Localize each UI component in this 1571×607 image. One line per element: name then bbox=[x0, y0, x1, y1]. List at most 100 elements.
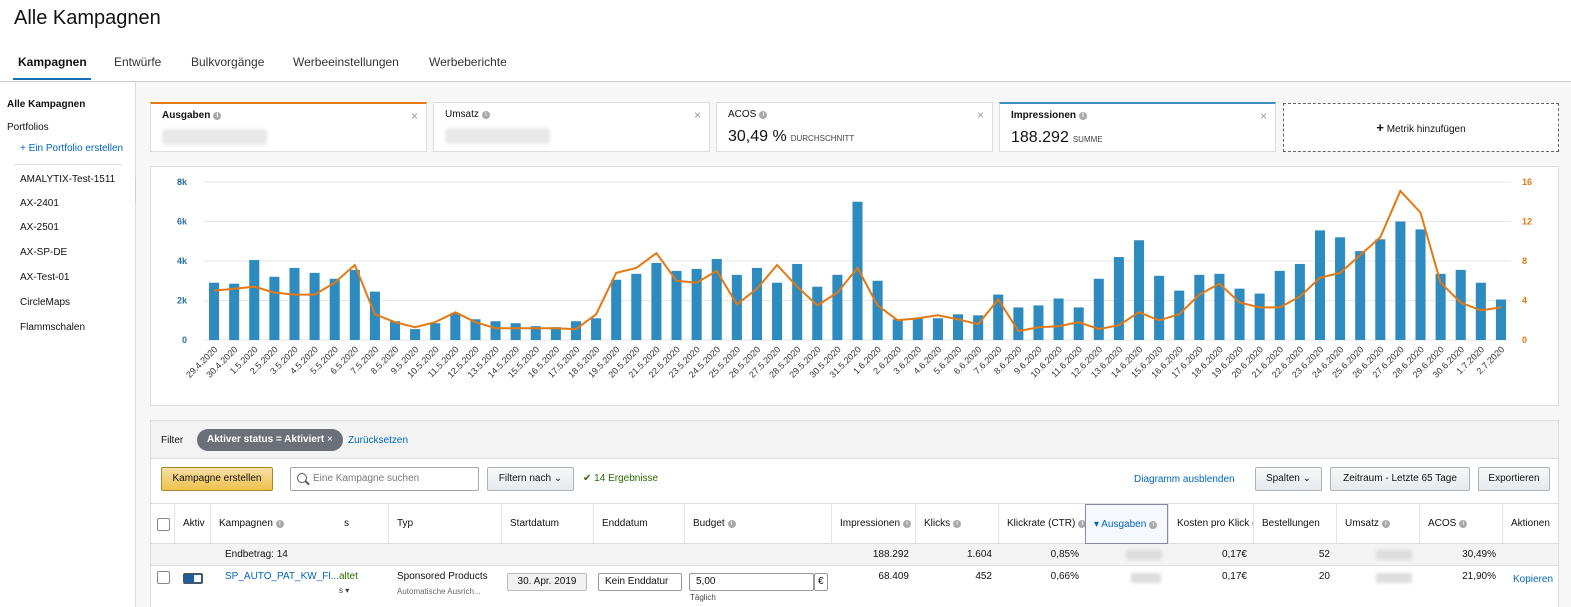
bar bbox=[1053, 298, 1064, 340]
metric-label-text: Impressionen bbox=[1011, 110, 1077, 121]
bar bbox=[1093, 278, 1104, 340]
left-axis-tick: 2k bbox=[177, 296, 188, 306]
sidebar-all-campaigns[interactable]: Alle Kampagnen bbox=[7, 99, 86, 110]
bar bbox=[631, 273, 642, 340]
sidebar-item-portfolio[interactable]: AX-2401 bbox=[20, 198, 59, 209]
row-impressions: 68.409 bbox=[878, 571, 909, 582]
right-axis-tick: 16 bbox=[1522, 177, 1532, 187]
sidebar-item-portfolio[interactable]: CircleMaps bbox=[20, 297, 71, 308]
sort-desc-icon: ▾ bbox=[1094, 519, 1100, 530]
header-klicks[interactable]: Klicks i bbox=[915, 504, 998, 544]
date-range-button[interactable]: Zeitraum - Letzte 65 Tage bbox=[1330, 467, 1470, 491]
close-icon[interactable]: × bbox=[410, 109, 418, 123]
end-date-field[interactable]: Kein Enddatur bbox=[598, 573, 682, 591]
close-icon[interactable]: × bbox=[693, 108, 701, 122]
filter-label: Filter bbox=[161, 435, 184, 446]
hide-chart-link[interactable]: Diagramm ausblenden bbox=[1134, 474, 1235, 485]
select-all-checkbox[interactable] bbox=[157, 518, 170, 531]
metric-value: 188.292 SUMME bbox=[1011, 129, 1103, 147]
active-toggle[interactable] bbox=[183, 573, 203, 584]
left-axis-tick: 8k bbox=[177, 177, 188, 187]
columns-dropdown[interactable]: Spalten ⌄ bbox=[1255, 467, 1322, 491]
tab-werbeberichte[interactable]: Werbeberichte bbox=[429, 55, 507, 69]
export-button[interactable]: Exportieren bbox=[1478, 467, 1550, 491]
metric-label-text: Umsatz bbox=[445, 109, 479, 120]
acos-value: 30,49 % bbox=[728, 128, 787, 145]
sidebar-item-portfolio[interactable]: AX-SP-DE bbox=[20, 247, 68, 258]
filter-bar: Filter Aktiver status = Aktiviert × Zurü… bbox=[151, 421, 1558, 459]
chevron-down-icon: ⌄ bbox=[1302, 473, 1312, 484]
bar bbox=[510, 323, 521, 340]
search-input[interactable]: Eine Kampagne suchen bbox=[290, 467, 479, 491]
redacted-value bbox=[1131, 573, 1161, 583]
add-metric-button[interactable]: + Metrik hinzufügen bbox=[1283, 103, 1559, 152]
total-acos: 30,49% bbox=[1462, 549, 1496, 560]
bar bbox=[912, 318, 923, 340]
redacted-value bbox=[445, 128, 550, 144]
copy-link[interactable]: Kopieren bbox=[1513, 574, 1554, 585]
redacted-value bbox=[1126, 550, 1162, 560]
filter-chip[interactable]: Aktiver status = Aktiviert × bbox=[197, 429, 343, 451]
create-portfolio-link[interactable]: + Ein Portfolio erstellen bbox=[20, 143, 124, 154]
bar bbox=[229, 283, 240, 340]
bar bbox=[1335, 237, 1346, 340]
bar bbox=[892, 319, 903, 340]
tab-werbeeinstellungen[interactable]: Werbeeinstellungen bbox=[293, 55, 399, 69]
bar bbox=[1133, 240, 1145, 340]
metric-tile-umsatz[interactable]: Umsatz i × bbox=[433, 102, 710, 152]
create-campaign-button[interactable]: Kampagne erstellen bbox=[161, 467, 273, 491]
bar bbox=[731, 274, 742, 340]
sidebar-item-portfolio[interactable]: AMALYTIX-Test-1511 bbox=[20, 174, 116, 185]
sidebar-item-portfolio[interactable]: AX-Test-01 bbox=[20, 272, 70, 283]
metric-sub: DURCHSCHNITT bbox=[790, 134, 855, 143]
sidebar-item-portfolio[interactable]: AX-2501 bbox=[20, 222, 59, 233]
header-ausgaben[interactable]: ▾ Ausgaben i bbox=[1085, 504, 1168, 544]
header-klickrate[interactable]: Klickrate (CTR) i bbox=[998, 504, 1085, 544]
row-ctr: 0,66% bbox=[1050, 571, 1079, 582]
header-impressionen[interactable]: Impressionen i bbox=[831, 504, 915, 544]
close-icon[interactable]: × bbox=[326, 434, 333, 445]
results-count: ✔ 14 Ergebnisse bbox=[583, 473, 658, 484]
sidebar-item-portfolio[interactable]: Flammschalen bbox=[20, 322, 86, 333]
total-clicks: 1.604 bbox=[966, 549, 992, 560]
header-aktionen: Aktionen bbox=[1502, 504, 1558, 544]
chevron-down-icon[interactable]: s ▾ bbox=[339, 586, 350, 595]
budget-input[interactable]: 5,00 bbox=[689, 573, 814, 591]
header-budget[interactable]: Budget i bbox=[684, 504, 831, 544]
row-checkbox[interactable] bbox=[157, 571, 170, 584]
bar bbox=[530, 326, 541, 340]
sidebar-portfolios: Portfolios bbox=[7, 122, 49, 133]
total-label: Endbetrag: 14 bbox=[225, 549, 288, 560]
info-icon: i bbox=[1381, 520, 1390, 528]
header-acos[interactable]: ACOS i bbox=[1419, 504, 1502, 544]
metric-tile-impressionen[interactable]: Impressionen i × 188.292 SUMME bbox=[999, 102, 1276, 152]
header-kampagnen[interactable]: Kampagnen i bbox=[210, 504, 336, 544]
metric-tile-acos[interactable]: ACOS i × 30,49 % DURCHSCHNITT bbox=[716, 102, 993, 152]
info-icon: i bbox=[275, 520, 284, 528]
reset-filter-link[interactable]: Zurücksetzen bbox=[348, 435, 409, 446]
campaign-name-link[interactable]: SP_AUTO_PAT_KW_Fl... bbox=[225, 571, 339, 582]
tab-bulkvorgaenge[interactable]: Bulkvorgänge bbox=[191, 55, 265, 69]
header-bestellungen[interactable]: Bestellungen bbox=[1253, 504, 1336, 544]
info-icon: i bbox=[1079, 112, 1088, 120]
header-enddatum[interactable]: Enddatum bbox=[593, 504, 684, 544]
header-startdatum[interactable]: Startdatum bbox=[501, 504, 593, 544]
bar bbox=[973, 315, 984, 340]
redacted-value bbox=[1376, 550, 1412, 560]
right-axis-tick: 8 bbox=[1522, 256, 1527, 266]
tab-entwuerfe[interactable]: Entwürfe bbox=[114, 55, 162, 69]
header-aktiv[interactable]: Aktiv bbox=[174, 504, 210, 544]
close-icon[interactable]: × bbox=[1259, 109, 1267, 123]
header-kosten-pro-klick[interactable]: Kosten pro Klick ( bbox=[1168, 504, 1253, 544]
start-date-field[interactable]: 30. Apr. 2019 bbox=[507, 573, 587, 591]
tab-kampagnen[interactable]: Kampagnen bbox=[18, 55, 87, 69]
header-umsatz[interactable]: Umsatz i bbox=[1336, 504, 1419, 544]
header-label: Klickrate (CTR) bbox=[1007, 518, 1076, 529]
metric-tile-ausgaben[interactable]: Ausgaben i × bbox=[150, 102, 427, 152]
close-icon[interactable]: × bbox=[976, 108, 984, 122]
filter-by-dropdown[interactable]: Filtern nach ⌄ bbox=[487, 467, 574, 491]
bar bbox=[289, 267, 300, 340]
header-typ[interactable]: Typ bbox=[388, 504, 501, 544]
header-status[interactable]: s bbox=[344, 518, 349, 529]
results-text: 14 Ergebnisse bbox=[594, 473, 659, 484]
